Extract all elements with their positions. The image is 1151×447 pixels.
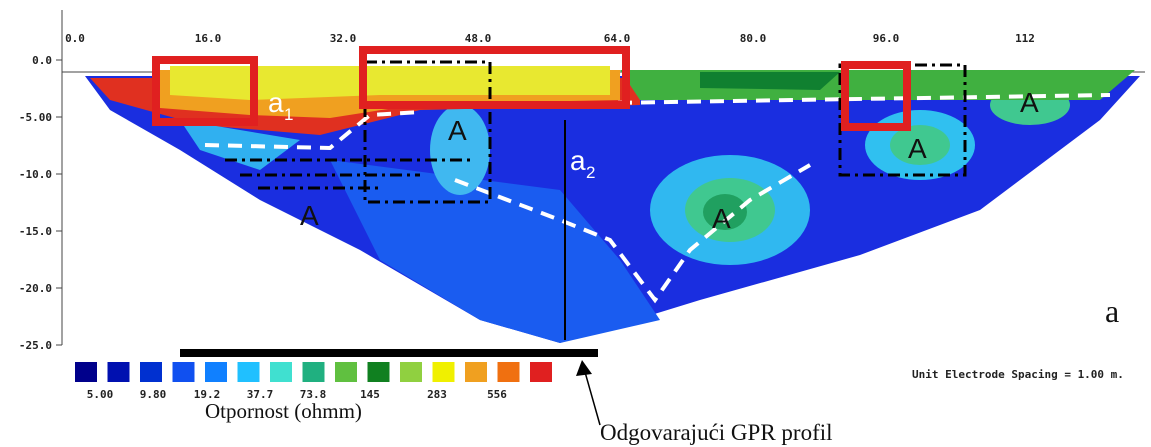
legend-label: 37.7: [247, 388, 274, 401]
y-tick-label: -20.0: [19, 282, 52, 295]
arrow-line: [584, 371, 601, 426]
legend-swatch: [205, 362, 227, 382]
x-tick-label: 48.0: [465, 32, 492, 45]
x-tick-label: 96.0: [873, 32, 900, 45]
spacing-note: Unit Electrode Spacing = 1.00 m.: [912, 368, 1124, 381]
legend-swatch: [270, 362, 292, 382]
legend-swatch: [237, 362, 260, 382]
y-tick-label: -5.00: [19, 111, 52, 124]
legend-swatch: [400, 362, 422, 382]
annotation-A: A: [300, 200, 319, 231]
x-tick-label: 0.0: [65, 32, 85, 45]
legend-label: 145: [360, 388, 380, 401]
legend-label: 5.00: [87, 388, 114, 401]
annotation-A: A: [908, 133, 927, 164]
panel-label: a: [1105, 293, 1119, 329]
y-tick-label: 0.0: [32, 54, 52, 67]
legend-swatch: [172, 362, 195, 382]
highlight-boxes: [152, 46, 911, 131]
legend-swatch: [497, 362, 520, 382]
legend-swatch: [432, 362, 455, 382]
x-tick-label: 64.0: [604, 32, 631, 45]
annotation: a: [268, 87, 284, 118]
legend-swatch: [140, 362, 162, 382]
annotation-A: A: [448, 115, 467, 146]
legend-swatch: [302, 362, 325, 382]
annotation-sub: 2: [586, 163, 595, 182]
legend-label: 73.8: [300, 388, 327, 401]
annotation-A: A: [712, 203, 731, 234]
resistivity-section: [85, 66, 1140, 343]
x-tick-label: 16.0: [195, 32, 222, 45]
black-dashdot-lines: [225, 60, 967, 204]
gpr-profile-bar: [180, 349, 598, 357]
annotation: a: [570, 145, 586, 176]
legend-swatch: [465, 362, 487, 382]
arrow-head: [576, 360, 592, 376]
x-tick-label: 80.0: [740, 32, 767, 45]
legend-swatch: [75, 362, 97, 382]
legend-swatch: [335, 362, 357, 382]
legend-swatch: [530, 362, 552, 382]
legend-label: 19.2: [194, 388, 221, 401]
annotation-A: A: [1020, 87, 1039, 118]
gpr-label: Odgovarajući GPR profil: [600, 420, 833, 445]
legend-title: Otpornost (ohmm): [205, 399, 362, 423]
legend-swatch: [107, 362, 130, 382]
x-tick-label: 32.0: [330, 32, 357, 45]
x-tick-label: 112: [1015, 32, 1035, 45]
legend-swatch: [367, 362, 390, 382]
legend-label: 9.80: [140, 388, 167, 401]
y-tick-label: -10.0: [19, 168, 52, 181]
legend-label: 283: [427, 388, 447, 401]
legend-swatches: [75, 362, 552, 382]
y-tick-label: -25.0: [19, 339, 52, 352]
legend-label: 556: [487, 388, 507, 401]
annotation-sub: 1: [284, 105, 293, 124]
y-tick-label: -15.0: [19, 225, 52, 238]
